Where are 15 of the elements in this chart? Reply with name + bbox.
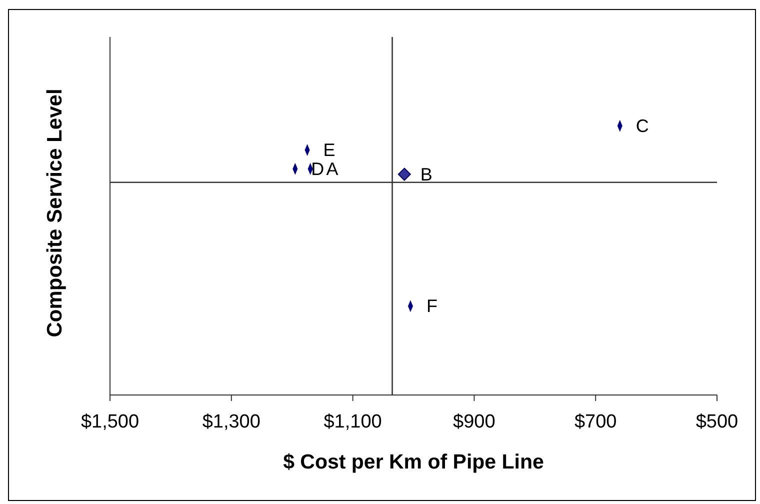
x-tick-label: $700 — [574, 411, 617, 432]
annotation: E — [323, 140, 336, 160]
x-tick-label: $900 — [453, 411, 496, 432]
annotation: D — [311, 158, 324, 179]
annotation: A — [326, 158, 338, 179]
annotation: B — [420, 164, 432, 184]
x-tick-label: $500 — [696, 411, 738, 432]
x-axis-title: $ Cost per Km of Pipe Line — [283, 450, 544, 474]
x-tick-label: $1,500 — [80, 411, 140, 432]
x-tick-label: $1,300 — [202, 411, 260, 432]
annotation: C — [636, 116, 649, 136]
annotation: F — [426, 296, 438, 316]
x-tick-label: $1,100 — [324, 411, 382, 432]
point — [398, 168, 411, 181]
y-axis-title: Composite Service Level — [44, 88, 66, 338]
